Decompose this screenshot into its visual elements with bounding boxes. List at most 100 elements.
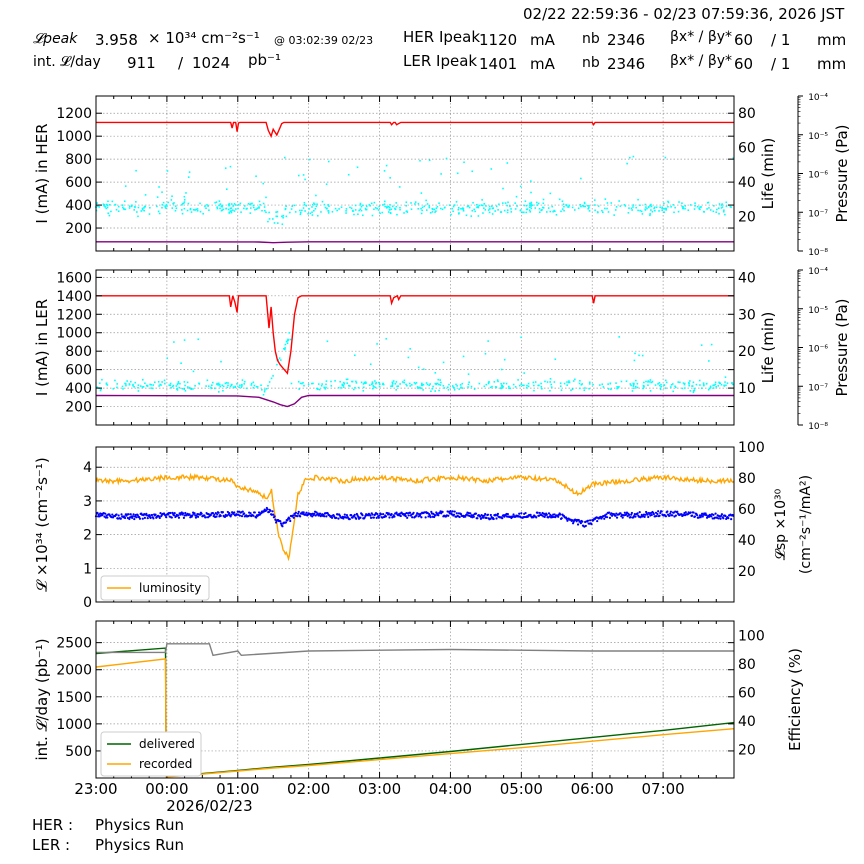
lifetime-point — [264, 389, 266, 391]
lifetime-point — [210, 386, 212, 389]
lifetime-point — [604, 198, 607, 200]
y2-tick-label: 60 — [738, 141, 756, 157]
lifetime-point — [121, 204, 124, 206]
lifetime-point — [555, 214, 558, 216]
specific-lumi-point — [626, 515, 629, 518]
specific-lumi-point — [177, 514, 180, 517]
lifetime-point — [364, 382, 367, 385]
lifetime-point — [698, 207, 700, 210]
lifetime-point — [214, 201, 216, 204]
specific-lumi-point — [581, 520, 584, 523]
lifetime-point — [299, 213, 302, 216]
lifetime-point — [501, 202, 504, 204]
specific-lumi-point — [584, 524, 587, 528]
lifetime-point — [721, 206, 724, 208]
lifetime-point — [382, 204, 384, 206]
specific-lumi-point — [669, 510, 673, 513]
y-tick-label: 2 — [83, 528, 92, 544]
lifetime-point — [506, 209, 509, 211]
lpeak-label: 𝓛peak — [33, 31, 78, 47]
lifetime-point — [461, 387, 464, 389]
lifetime-point — [455, 383, 457, 386]
lifetime-point — [124, 382, 126, 385]
lifetime-point — [190, 388, 192, 391]
specific-lumi-point — [111, 513, 114, 516]
lifetime-point — [625, 380, 628, 383]
lifetime-point — [114, 204, 116, 206]
specific-lumi-point — [590, 523, 593, 526]
lifetime-point — [478, 204, 481, 207]
lifetime-point — [408, 382, 411, 385]
lifetime-point — [417, 387, 419, 389]
lifetime-point — [510, 208, 512, 210]
lifetime-point — [331, 210, 334, 213]
lifetime-point — [374, 386, 377, 389]
lifetime-point — [406, 211, 409, 213]
lifetime-point — [594, 209, 596, 212]
lifetime-point — [186, 381, 189, 384]
lifetime-point — [339, 380, 341, 383]
lifetime-point — [183, 199, 186, 201]
y2-tick-label: 30 — [738, 307, 756, 323]
specific-lumi-point — [676, 510, 679, 513]
lifetime-point — [663, 208, 666, 210]
lifetime-point — [537, 202, 540, 205]
lifetime-point — [541, 387, 543, 390]
specific-lumi-point — [674, 514, 677, 517]
lifetime-point — [714, 381, 717, 384]
lifetime-point — [159, 383, 161, 386]
specific-lumi-point — [724, 514, 727, 518]
lifetime-point — [664, 156, 667, 159]
specific-lumi-point — [610, 514, 614, 517]
lifetime-point — [433, 208, 436, 211]
lifetime-point — [158, 212, 161, 215]
lifetime-point — [316, 387, 318, 390]
lifetime-point — [217, 382, 220, 385]
lifetime-point — [302, 174, 305, 176]
lifetime-point — [270, 377, 273, 380]
lifetime-point — [330, 385, 333, 387]
lifetime-point — [438, 202, 440, 205]
lifetime-point — [150, 387, 152, 389]
specific-lumi-point — [714, 512, 717, 515]
specific-lumi-point — [472, 515, 475, 518]
lifetime-point — [649, 381, 651, 383]
lifetime-point — [365, 205, 368, 208]
specific-lumi-point — [240, 515, 244, 518]
specific-lumi-point — [219, 514, 222, 518]
lifetime-point — [718, 203, 721, 205]
lifetime-point — [495, 205, 498, 208]
specific-lumi-point — [535, 516, 538, 519]
x-date-label: 2026/02/23 — [166, 797, 252, 815]
y-tick-label: 400 — [65, 381, 92, 397]
lifetime-point — [549, 381, 551, 383]
lifetime-point — [259, 204, 261, 206]
specific-lumi-point — [501, 517, 504, 520]
her-nb-label: nb — [582, 31, 600, 47]
lifetime-point — [301, 382, 303, 385]
lifetime-point — [165, 204, 168, 206]
lifetime-point — [387, 205, 390, 208]
lifetime-point — [122, 207, 125, 210]
lifetime-point — [663, 384, 665, 386]
lifetime-point — [116, 386, 118, 389]
specific-lumi-point — [406, 516, 409, 519]
intl-sep: / — [178, 54, 184, 72]
specific-lumi-point — [104, 512, 107, 515]
lifetime-point — [126, 380, 128, 382]
her-ipeak-value: 1120 — [479, 31, 518, 49]
lifetime-point — [593, 199, 596, 201]
lifetime-point — [250, 384, 253, 386]
lifetime-point — [428, 206, 431, 209]
lifetime-point — [567, 206, 569, 208]
lifetime-point — [275, 211, 277, 213]
lifetime-point — [528, 209, 531, 212]
lifetime-point — [239, 202, 242, 205]
lifetime-point — [536, 204, 538, 206]
specific-lumi-point — [289, 519, 292, 523]
lifetime-point — [185, 192, 187, 194]
lifetime-point — [638, 354, 640, 357]
lifetime-point — [725, 201, 728, 204]
lifetime-point — [692, 391, 695, 394]
specific-lumi-point — [404, 515, 407, 518]
